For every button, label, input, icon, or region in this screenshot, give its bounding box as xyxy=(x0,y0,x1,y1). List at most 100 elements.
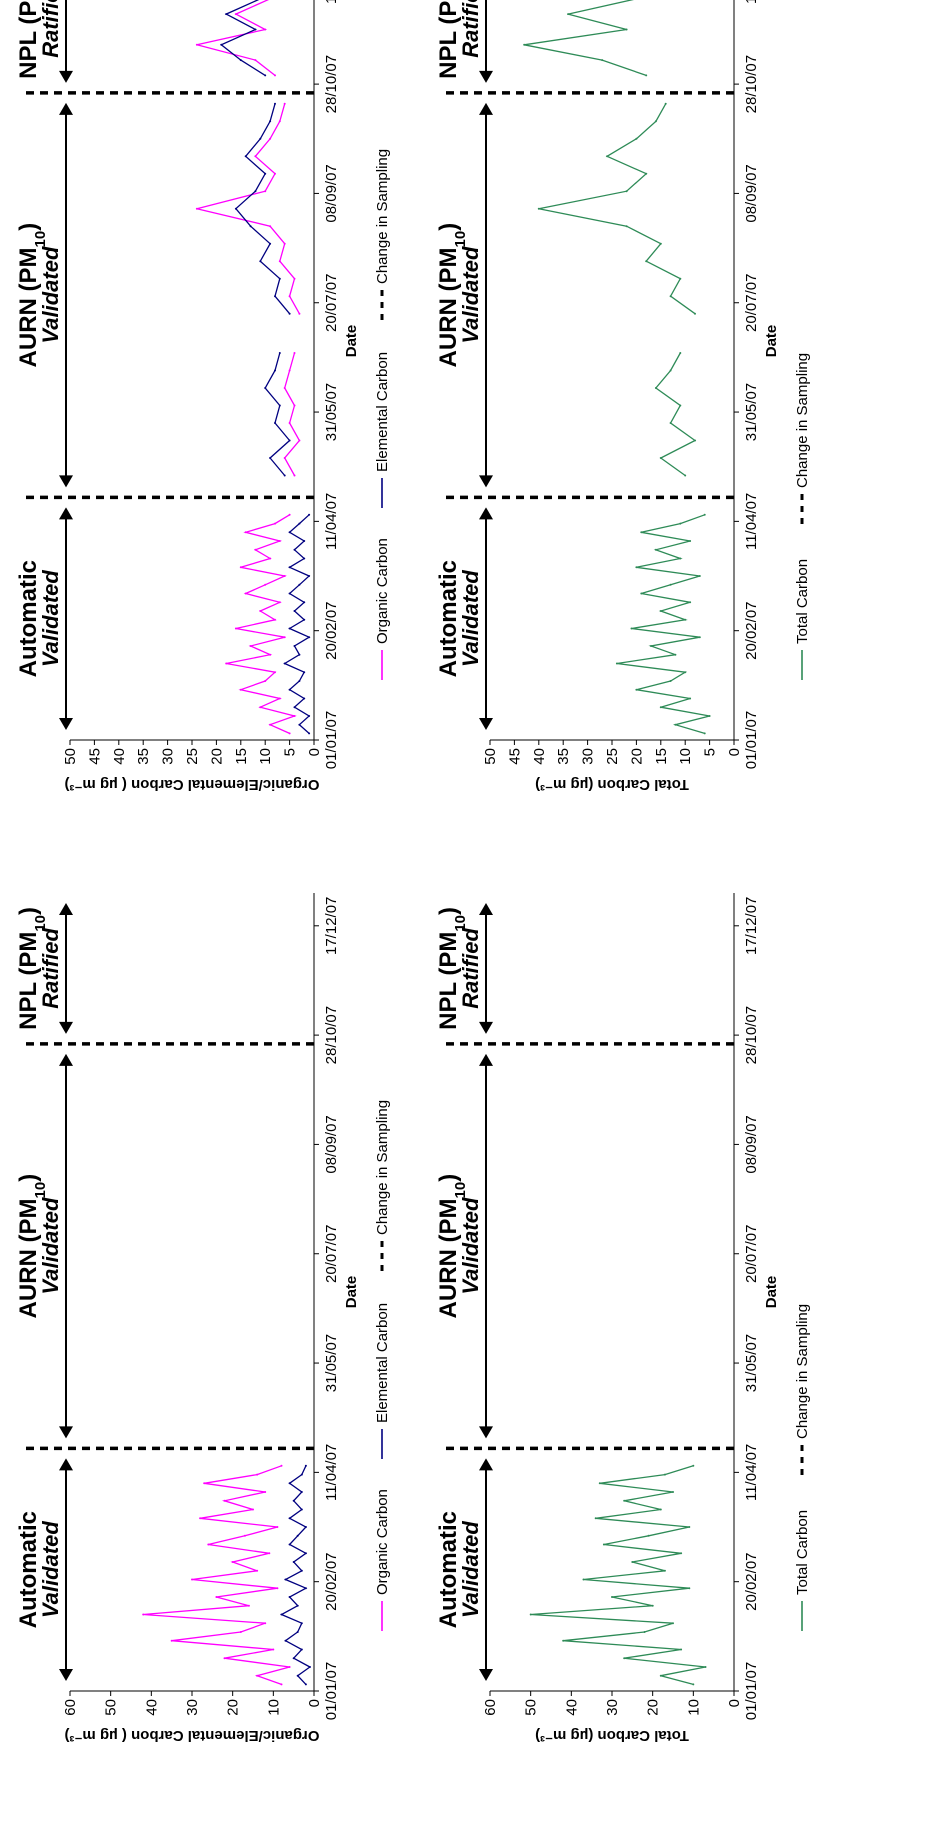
period-status: Validated xyxy=(38,1521,63,1619)
data-point-ec xyxy=(308,1666,311,1668)
data-point-oc xyxy=(269,225,272,228)
data-point-tc xyxy=(684,671,687,674)
legend-label-tc: Total Carbon xyxy=(794,1510,811,1595)
period-title: AURN (PM10) xyxy=(435,1174,469,1319)
x-tick-label: 11/04/07 xyxy=(743,493,760,550)
arrowhead-left-icon xyxy=(59,475,73,488)
data-point-tc xyxy=(598,1482,601,1485)
data-point-ec xyxy=(303,601,306,604)
data-point-tc xyxy=(659,1674,662,1677)
data-point-ec xyxy=(254,190,257,193)
arrowhead-left-icon xyxy=(479,1426,493,1439)
data-point-oc xyxy=(268,1552,271,1555)
data-point-oc xyxy=(298,439,301,442)
data-point-tc xyxy=(703,732,706,735)
x-axis-label: Date xyxy=(763,1276,780,1309)
y-axis-label: Organic/Elemental Carbon ( µg m⁻³) xyxy=(65,776,320,793)
period-title: NPL (PM10) xyxy=(435,907,469,1030)
data-point-oc xyxy=(288,513,291,516)
data-point-tc xyxy=(672,1491,674,1493)
period-title: NPL (PM10) xyxy=(15,0,49,79)
data-point-oc xyxy=(223,1657,226,1660)
data-point-tc xyxy=(650,645,652,647)
x-tick-label: 17/12/07 xyxy=(323,897,340,955)
chart-panel-bottom-left: 0 10 20 30 40 50 60 01/01/07 20/02/07 11/04/07 31/… xyxy=(435,893,811,1744)
data-point-oc xyxy=(225,662,228,665)
data-point-ec xyxy=(288,688,291,691)
data-point-tc xyxy=(582,1578,585,1581)
data-point-tc xyxy=(664,102,667,105)
series-line-oc xyxy=(196,103,300,315)
data-point-tc xyxy=(654,548,657,551)
period-status: Validated xyxy=(458,570,483,668)
data-point-ec xyxy=(269,457,272,459)
y-tick-label: 5 xyxy=(702,748,719,756)
data-point-tc xyxy=(692,1464,695,1467)
data-point-tc xyxy=(659,706,662,709)
data-point-tc xyxy=(623,1657,626,1660)
legend-label-change: Change in Sampling xyxy=(374,149,391,284)
chart-panel-bottom-right: 05 10 15 20 25 30 35 40 45 50 01/01/07 20/02/07 11/0… xyxy=(435,0,811,793)
data-point-oc xyxy=(280,1464,283,1467)
period-status: Validated xyxy=(458,246,483,344)
chart-panel-top-left: 0 10 20 30 40 50 60 01/01/07 20/02/07 11/04/07 31/… xyxy=(15,893,391,1744)
data-point-ec xyxy=(293,610,296,612)
legend-label-change: Change in Sampling xyxy=(794,353,811,488)
period-title: Automatic xyxy=(15,1511,42,1628)
data-point-tc xyxy=(635,566,638,569)
data-point-ec xyxy=(283,474,286,477)
y-tick-label: 30 xyxy=(160,748,177,765)
data-point-ec xyxy=(293,645,296,647)
period-status: Ratified xyxy=(458,928,483,1009)
data-point-tc xyxy=(679,404,682,407)
data-point-oc xyxy=(142,1613,145,1616)
arrowhead-left-icon xyxy=(479,1669,493,1681)
data-point-tc xyxy=(698,636,701,639)
y-tick-label: 0 xyxy=(306,748,323,756)
arrowhead-left-icon xyxy=(479,70,493,83)
data-point-ec xyxy=(244,155,247,158)
data-point-ec xyxy=(259,137,262,140)
data-point-tc xyxy=(669,680,672,682)
data-point-tc xyxy=(674,723,677,726)
y-tick-label: 10 xyxy=(677,748,694,765)
data-point-tc xyxy=(672,1622,674,1625)
data-point-tc xyxy=(680,1648,683,1651)
x-tick-label: 20/02/07 xyxy=(743,1552,760,1610)
data-point-oc xyxy=(274,172,276,175)
x-tick-label: 20/07/07 xyxy=(743,274,760,332)
data-point-tc xyxy=(659,457,662,459)
data-point-tc xyxy=(680,1552,683,1555)
data-point-oc xyxy=(195,43,198,46)
period-title: AURN (PM10) xyxy=(435,223,469,368)
data-point-oc xyxy=(256,1473,259,1476)
x-tick-label: 31/05/07 xyxy=(743,383,760,441)
data-point-ec xyxy=(264,387,267,389)
data-point-ec xyxy=(292,1499,295,1502)
arrowhead-left-icon xyxy=(479,1021,493,1034)
y-tick-label: 35 xyxy=(135,748,152,765)
data-point-oc xyxy=(274,74,276,77)
data-point-tc xyxy=(659,1508,662,1511)
arrowhead-right-icon xyxy=(59,1458,73,1471)
legend-label-tc: Total Carbon xyxy=(794,559,811,644)
arrowhead-left-icon xyxy=(59,1021,73,1034)
x-tick-label: 17/12/07 xyxy=(323,0,340,4)
data-point-oc xyxy=(272,1648,275,1651)
x-tick-label: 28/10/07 xyxy=(323,1006,340,1064)
data-point-oc xyxy=(256,1569,259,1572)
data-point-oc xyxy=(234,13,237,16)
data-point-oc xyxy=(269,653,272,656)
data-point-tc xyxy=(611,1596,613,1598)
data-point-tc xyxy=(679,557,682,560)
y-tick-label: 40 xyxy=(143,1699,160,1716)
series-line-tc xyxy=(654,352,697,477)
y-tick-label: 60 xyxy=(62,1699,79,1716)
series-line-oc xyxy=(143,1465,290,1686)
data-point-ec xyxy=(296,1604,299,1607)
data-point-oc xyxy=(254,59,257,62)
data-point-tc xyxy=(694,439,696,442)
data-point-tc xyxy=(623,1499,626,1502)
x-axis-label: Date xyxy=(343,325,360,358)
y-tick-label: 20 xyxy=(225,1699,242,1716)
